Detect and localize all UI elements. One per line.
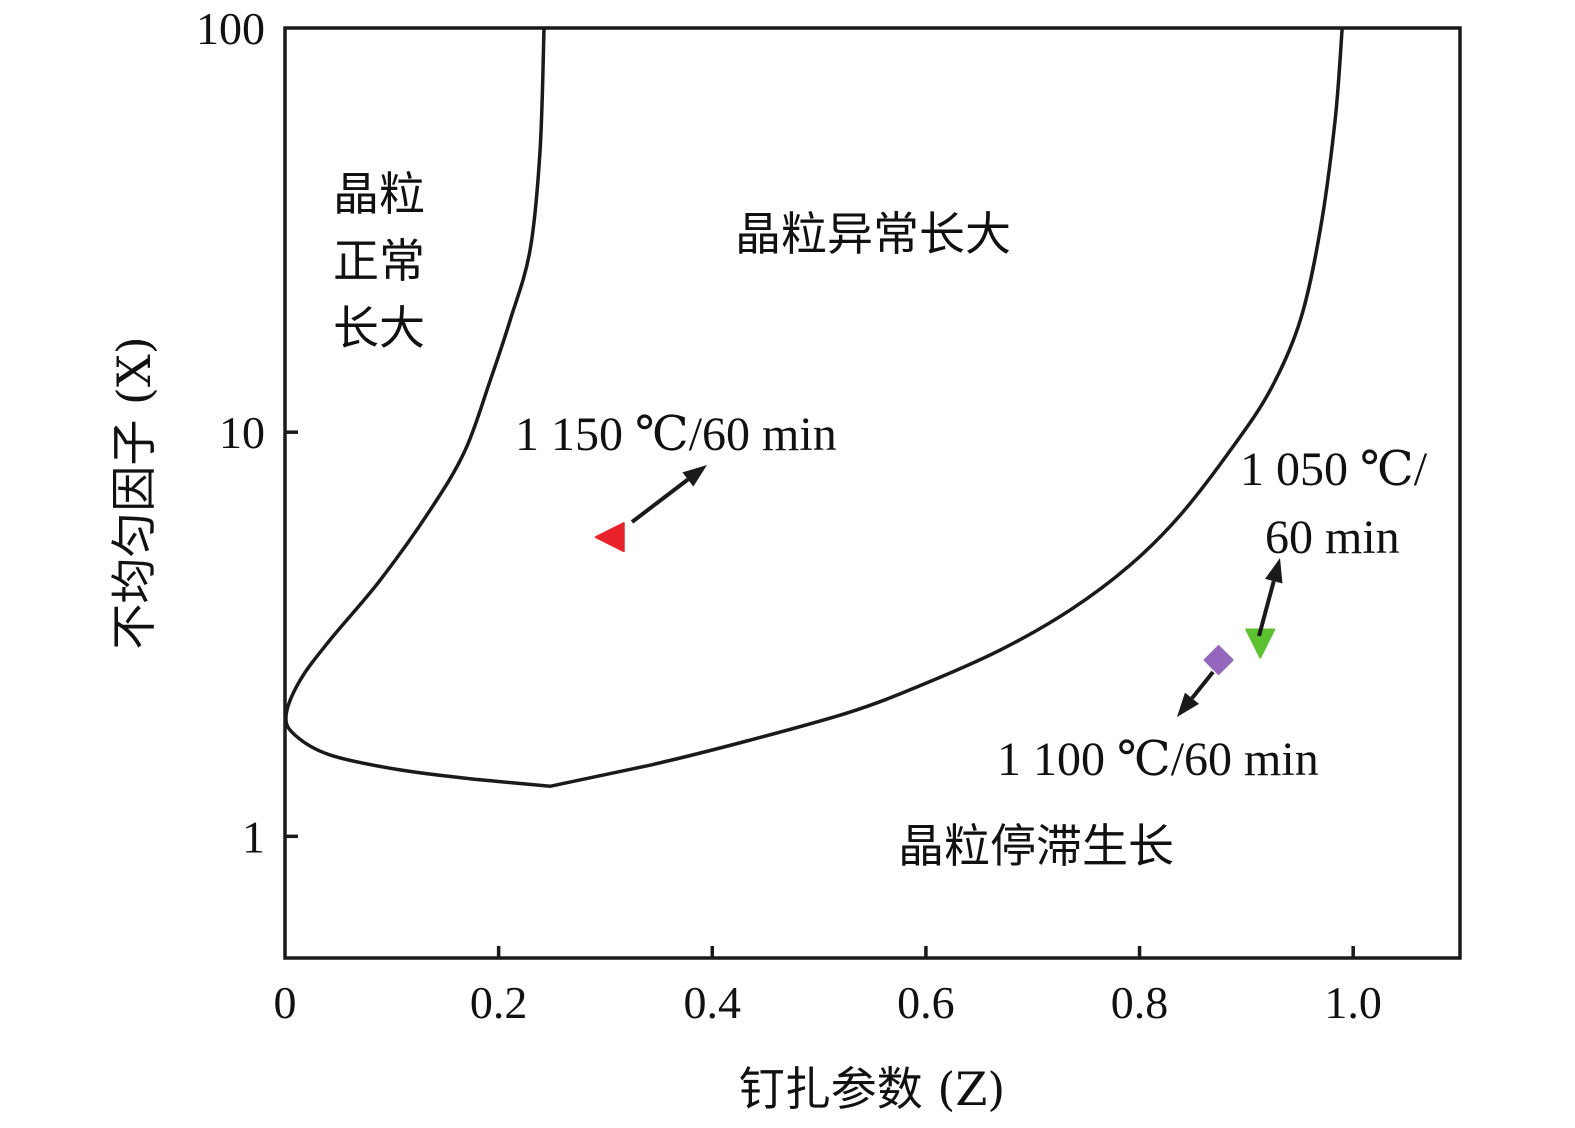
triangle-left-marker	[594, 522, 625, 553]
annotation-1050-line2: 60 min	[1265, 511, 1400, 564]
x-tick-label: 0.6	[897, 977, 955, 1028]
x-axis-label: 钉扎参数 (Z)	[739, 1062, 1005, 1116]
arrow-icon	[1177, 670, 1215, 717]
region-label-stagnant: 晶粒停滞生长	[898, 819, 1174, 873]
annotation-1100: 1 100 ℃/60 min	[997, 733, 1319, 786]
y-tick-label: 10	[219, 407, 265, 458]
boundary-curve	[284, 27, 1344, 789]
x-tick-label: 0.8	[1111, 977, 1169, 1028]
region-label-normal-3: 长大	[333, 301, 425, 355]
y-axis-label: 不均匀因子 (X)	[107, 336, 161, 649]
annotation-1050-line1: 1 050 ℃/	[1240, 443, 1428, 496]
arrow-icon	[1257, 558, 1283, 637]
x-tick-label: 0	[274, 977, 297, 1028]
region-label-abnormal: 晶粒异常长大	[735, 207, 1011, 261]
region-label-normal-2: 正常	[333, 234, 425, 288]
plot-frame	[283, 26, 1462, 960]
arrow-icon	[630, 465, 707, 524]
x-tick-label: 0.2	[470, 977, 528, 1028]
diamond-marker	[1203, 645, 1234, 676]
y-tick-label: 100	[196, 3, 265, 54]
y-tick-label: 1	[242, 811, 265, 862]
x-tick-label: 1.0	[1324, 977, 1382, 1028]
region-label-normal-1: 晶粒	[333, 167, 425, 221]
x-tick-label: 0.4	[684, 977, 742, 1028]
annotation-1150: 1 150 ℃/60 min	[515, 408, 837, 461]
